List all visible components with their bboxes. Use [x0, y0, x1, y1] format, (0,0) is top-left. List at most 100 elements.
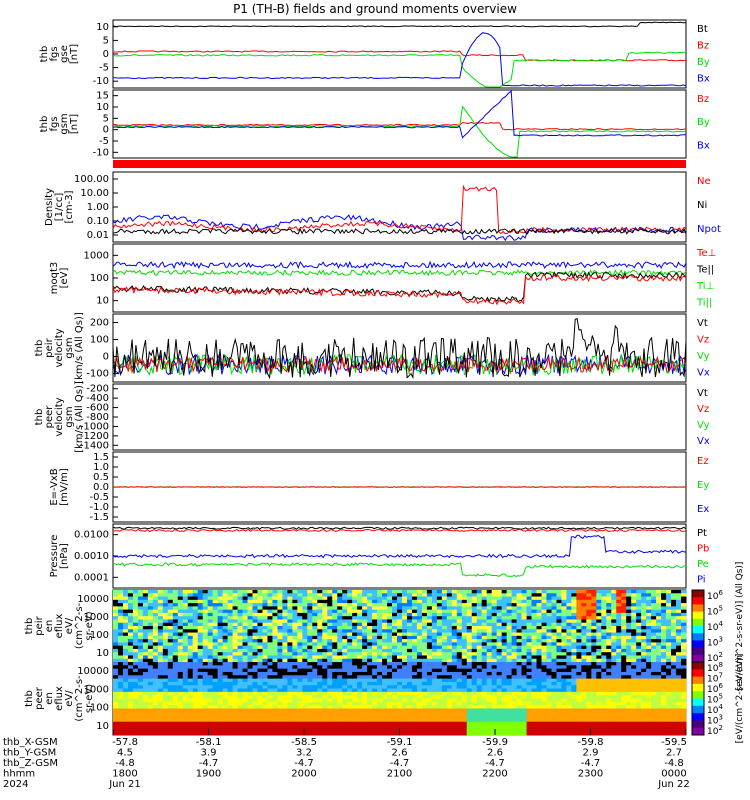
- colorbar-tick: 106: [707, 589, 723, 602]
- time-tick-label: 2200: [482, 769, 507, 780]
- series-ni: [112, 227, 687, 235]
- time-tick-label: 2.7: [666, 748, 682, 759]
- y-axis-label: (cm^2-s-: [74, 675, 85, 722]
- colorbar-segment: [692, 611, 704, 620]
- y-tick-label: 100: [90, 703, 109, 714]
- y-tick-label: 0.0100: [74, 530, 109, 541]
- legend-ey: Ey: [697, 480, 709, 491]
- colorbar-segment: [692, 727, 704, 736]
- y-axis-label: (cm^2-s-: [74, 602, 85, 649]
- time-tick-label: Jun 21: [108, 779, 141, 790]
- y-tick-label: 10: [96, 721, 109, 732]
- y-tick-label: -10: [93, 147, 109, 158]
- colorbar-segment: [692, 691, 704, 699]
- series-te-par: [112, 260, 687, 270]
- y-axis-label: thb: [24, 618, 35, 635]
- colorbar-segment: [692, 647, 704, 656]
- legend-bz: Bz: [697, 41, 709, 52]
- legend-ez: Ez: [697, 456, 709, 467]
- legend-vy: Vy: [697, 420, 710, 431]
- y-axis-label: peer: [34, 686, 45, 710]
- y-tick-label: -200: [86, 384, 109, 395]
- legend-ne: Ne: [697, 176, 711, 187]
- y-tick-label: 1000: [84, 250, 109, 261]
- colorbar-label: [eV/(cm^2-s-sr-eV)]: [735, 654, 745, 744]
- time-tick-label: Jun 22: [657, 779, 690, 790]
- y-axis-label: peir: [34, 615, 45, 635]
- panel-6-frame: [112, 383, 687, 451]
- electron-spectrogram: [113, 662, 687, 736]
- colorbar-segment: [692, 720, 704, 729]
- y-axis-label: Pressure: [49, 535, 60, 578]
- series-bz: [112, 121, 687, 131]
- y-axis-label: peer: [44, 405, 55, 429]
- y-axis-label: [cm-3]: [64, 190, 75, 223]
- y-tick-label: -100: [86, 369, 109, 380]
- series-ez: [112, 486, 686, 488]
- time-tick-label: -4.7: [294, 758, 314, 769]
- colorbar-segment: [692, 713, 704, 721]
- y-tick-label: 10.00: [80, 188, 109, 199]
- colorbar-segment: [692, 669, 704, 678]
- y-axis-label: velocity: [54, 328, 65, 367]
- y-tick-label: 200: [90, 318, 109, 329]
- series-vt: [112, 317, 687, 380]
- series-pb: [112, 528, 687, 532]
- y-axis-label: fgs: [49, 46, 60, 61]
- series-bz: [113, 50, 687, 62]
- time-tick-label: 2.6: [487, 748, 503, 759]
- time-tick-label: 3.2: [296, 748, 312, 759]
- legend-pi: Pi: [697, 574, 706, 585]
- legend-vx: Vx: [697, 436, 710, 447]
- legend-bx: Bx: [697, 74, 710, 85]
- y-tick-label: 5: [103, 35, 109, 46]
- y-tick-label: 15: [96, 91, 109, 102]
- y-axis-label: [eV]: [59, 268, 70, 289]
- y-tick-label: 100.00: [74, 174, 109, 185]
- y-tick-label: 1.00: [87, 202, 109, 213]
- legend-vz: Vz: [697, 335, 709, 346]
- time-tick-label: 1900: [196, 769, 221, 780]
- y-tick-label: 1.5: [93, 452, 109, 463]
- y-tick-label: -400: [86, 393, 109, 404]
- axis-row-label: 2024: [3, 779, 28, 790]
- y-tick-label: -1.5: [89, 512, 109, 523]
- y-axis-label: sr-eV): [84, 611, 95, 640]
- legend-vz: Vz: [697, 404, 709, 415]
- legend-te⊥: Te⊥: [696, 248, 716, 259]
- y-axis-label: E=-VxB: [49, 468, 60, 505]
- time-tick-label: -58.5: [291, 737, 317, 748]
- y-axis-label: thb: [39, 116, 50, 133]
- series-vz: [112, 355, 687, 374]
- colorbar-segment: [692, 676, 704, 685]
- y-tick-label: 10: [96, 648, 109, 659]
- time-tick-label: 2.9: [583, 748, 599, 759]
- legend-npot: Npot: [697, 224, 721, 235]
- time-tick-label: 2000: [291, 769, 316, 780]
- y-axis-label: thb: [24, 690, 35, 707]
- legend-ti||: Ti||: [696, 298, 712, 309]
- y-tick-label: 5: [103, 113, 109, 124]
- y-tick-label: 1.0: [93, 462, 109, 473]
- axis-row-label: hhmm: [3, 769, 35, 780]
- figure-title: P1 (TH-B) fields and ground moments over…: [233, 2, 517, 16]
- y-axis-label: gsm: [59, 113, 70, 134]
- series-te-perp: [112, 273, 687, 306]
- y-tick-label: 0.0010: [74, 551, 109, 562]
- panel-8-frame: [112, 523, 687, 589]
- colorbar-tick: 105: [707, 605, 723, 618]
- axis-row-label: thb_Z-GSM: [3, 758, 58, 769]
- y-tick-label: 1000: [84, 612, 109, 623]
- time-tick-label: -57.8: [112, 737, 138, 748]
- legend-pb: Pb: [697, 543, 709, 554]
- colorbar-tick: 104: [707, 620, 723, 633]
- y-axis-label: eV/: [64, 690, 75, 707]
- y-axis-label: [nT]: [69, 114, 80, 134]
- y-axis-label: gsm: [64, 337, 75, 358]
- legend-pt: Pt: [697, 528, 707, 539]
- colorbar-segment: [692, 626, 704, 634]
- legend-bz: Bz: [697, 94, 709, 105]
- y-tick-label: -5: [99, 136, 109, 147]
- time-tick-label: -58.1: [196, 737, 222, 748]
